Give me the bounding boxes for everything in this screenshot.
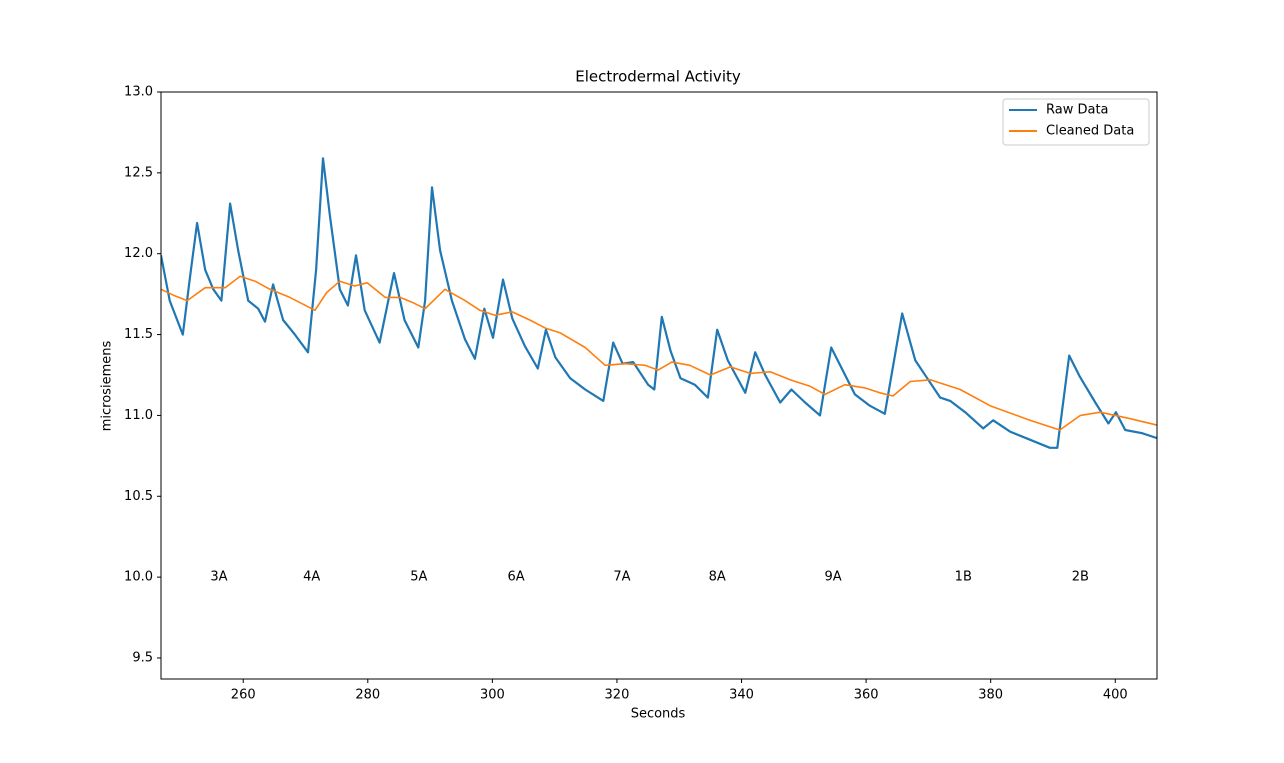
legend-box: [1002, 98, 1150, 146]
x-tick-label: 360: [854, 688, 879, 703]
series-line: [161, 157, 1157, 449]
annotation: 9A: [825, 570, 842, 585]
y-tick-label: 12.5: [124, 165, 153, 180]
x-tick-label: 260: [231, 688, 256, 703]
annotation: 5A: [410, 570, 427, 585]
y-tick-label: 12.0: [124, 246, 153, 261]
legend-label: Cleaned Data: [1046, 124, 1134, 139]
plot-frame: [160, 91, 1158, 680]
annotation: 2B: [1072, 570, 1089, 585]
series-line: [161, 275, 1157, 431]
y-tick-label: 13.0: [124, 85, 153, 100]
x-tick-label: 400: [1103, 688, 1128, 703]
annotation: 4A: [303, 570, 320, 585]
x-tick-label: 320: [605, 688, 630, 703]
y-tick-label: 11.0: [124, 408, 153, 423]
annotation: 1B: [955, 570, 972, 585]
annotation: 7A: [613, 570, 630, 585]
y-tick-label: 10.0: [124, 570, 153, 585]
y-tick-label: 9.5: [132, 650, 153, 665]
chart-title: Electrodermal Activity: [575, 68, 741, 86]
annotation: 3A: [210, 570, 227, 585]
annotation: 6A: [507, 570, 524, 585]
x-tick-label: 340: [729, 688, 754, 703]
x-tick-label: 300: [480, 688, 505, 703]
x-axis-label: Seconds: [631, 707, 686, 722]
legend-label: Raw Data: [1046, 103, 1109, 118]
x-tick-label: 380: [978, 688, 1003, 703]
x-tick-label: 280: [355, 688, 380, 703]
y-tick-label: 10.5: [124, 489, 153, 504]
annotation: 8A: [709, 570, 726, 585]
y-tick-label: 11.5: [124, 327, 153, 342]
y-axis-label: microsiemens: [100, 341, 115, 432]
plot: [161, 157, 1157, 449]
